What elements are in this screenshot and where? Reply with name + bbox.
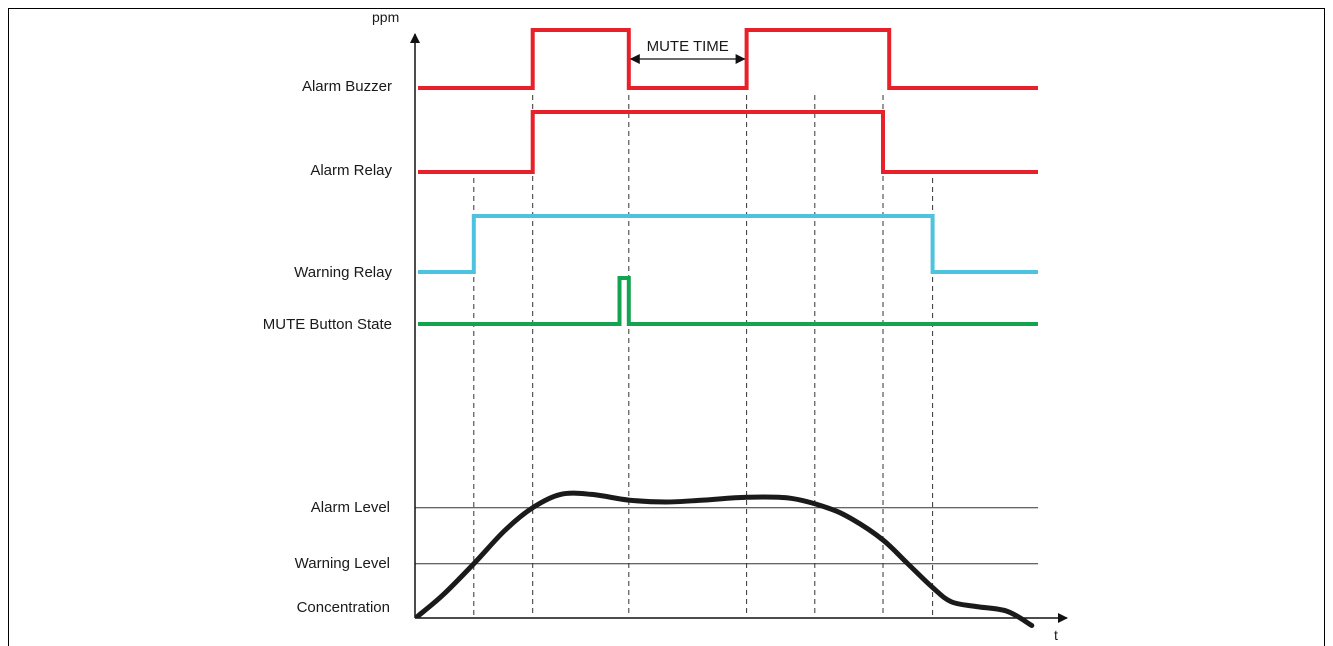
- concentration-curve: [415, 490, 1035, 628]
- alarm-buzzer-trace: [418, 28, 1038, 90]
- x-axis-label: t: [1054, 627, 1058, 643]
- diagram-frame: [8, 8, 1325, 646]
- y-axis-label: ppm: [372, 9, 399, 25]
- label-alarm-level: Alarm Level: [311, 499, 390, 516]
- mute-time-label: MUTE TIME: [647, 38, 729, 55]
- event-markers: [473, 95, 934, 616]
- label-concentration: Concentration: [297, 599, 390, 616]
- label-mute-button-state: MUTE Button State: [263, 316, 392, 333]
- label-warning-level: Warning Level: [295, 555, 390, 572]
- mute-button-trace: [418, 276, 1038, 326]
- alarm-relay-trace: [418, 110, 1038, 174]
- level-lines: [415, 507, 1038, 565]
- warning-relay-trace: [418, 214, 1038, 274]
- label-warning-relay: Warning Relay: [294, 264, 392, 281]
- label-alarm-relay: Alarm Relay: [310, 162, 392, 179]
- label-alarm-buzzer: Alarm Buzzer: [302, 78, 392, 95]
